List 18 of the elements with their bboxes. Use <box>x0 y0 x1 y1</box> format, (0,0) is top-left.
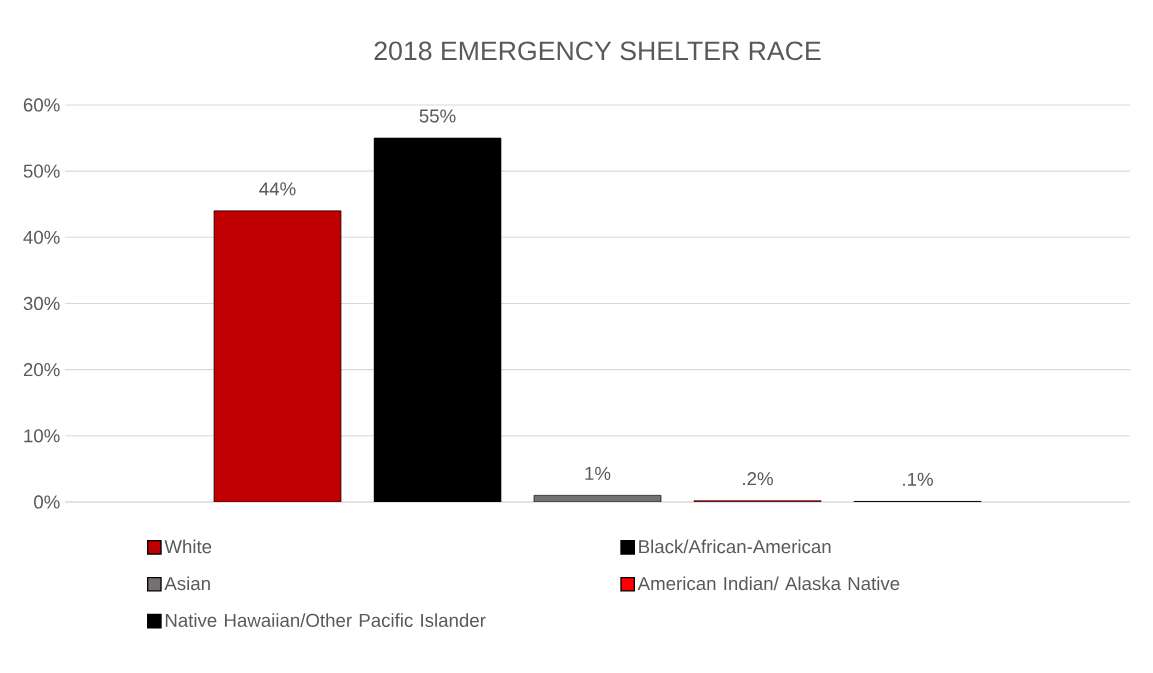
chart-title: 2018 EMERGENCY SHELTER RACE <box>374 41 821 61</box>
y-tick-label: 40% <box>23 230 60 244</box>
y-tick-label: 0% <box>34 495 60 509</box>
data-label: .1% <box>903 472 933 486</box>
y-tick-label: 10% <box>24 429 60 443</box>
y-tick-label: 50% <box>23 164 60 178</box>
legend-label: Asian <box>164 576 210 591</box>
data-label: 44% <box>259 182 296 196</box>
y-tick-label: 20% <box>23 363 60 377</box>
data-label: 1% <box>585 466 611 480</box>
legend-label: American Indian/ Alaska Native <box>637 576 900 591</box>
data-label: 55% <box>419 109 456 123</box>
y-tick-label: 60% <box>23 98 60 112</box>
data-label: .2% <box>743 472 773 486</box>
legend-label: White <box>164 539 212 554</box>
y-tick-label: 30% <box>23 296 60 311</box>
legend-label: Native Hawaiian/Other Pacific Islander <box>165 613 486 628</box>
legend-label: Black/African-American <box>639 539 831 554</box>
